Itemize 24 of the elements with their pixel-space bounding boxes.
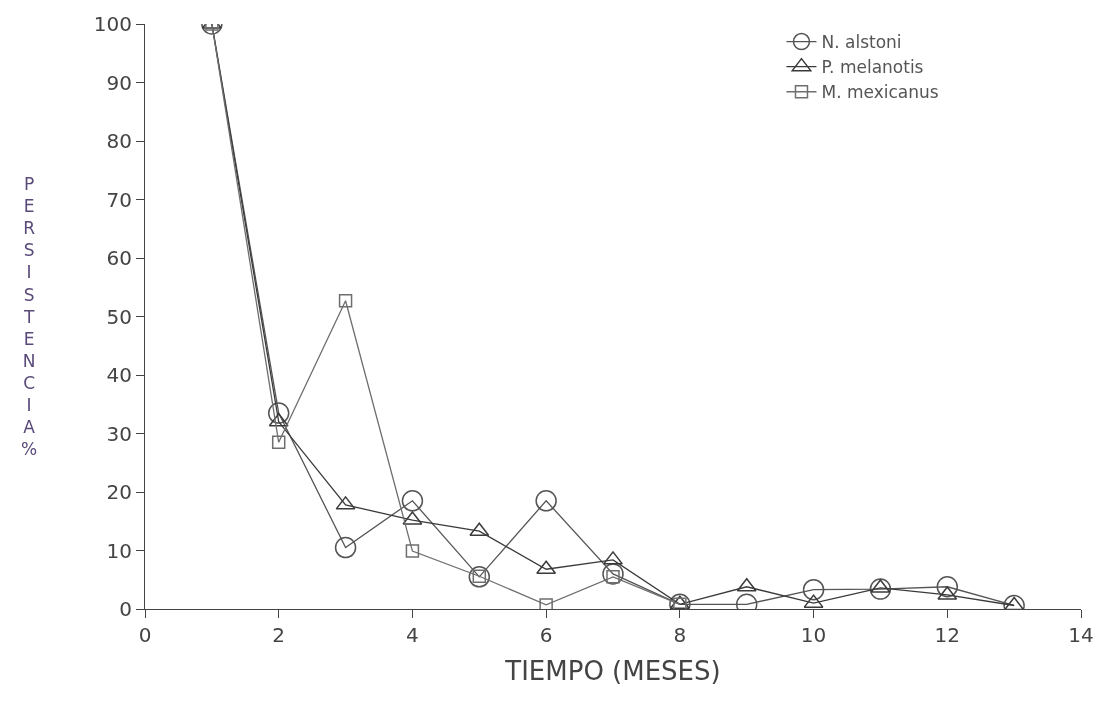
legend-label: P. melanotis <box>821 57 924 78</box>
x-tick-label: 6 <box>539 623 553 647</box>
y-tick-label: 90 <box>106 70 132 95</box>
x-tick-label: 12 <box>934 623 961 647</box>
x-tick-label: 10 <box>800 623 827 647</box>
x-tick-label: 0 <box>138 623 152 647</box>
y-tick-label: 100 <box>93 12 132 36</box>
y-tick-label: 30 <box>106 421 132 446</box>
text: PERSISTENCIA % <box>21 174 38 460</box>
x-tick-label: 4 <box>406 623 419 647</box>
y-tick-label: 10 <box>106 538 132 563</box>
y-tick-label: 60 <box>106 246 132 270</box>
x-axis-title: TIEMPO (MESES) <box>504 655 721 686</box>
legend-label: M. mexicanus <box>821 82 939 103</box>
y-tick-label: 40 <box>106 363 132 387</box>
y-tick-label: 70 <box>106 187 132 212</box>
y-tick-label: 50 <box>106 304 132 329</box>
y-tick-label: 20 <box>106 480 132 504</box>
y-tick-label: 80 <box>106 129 132 153</box>
x-tick-label: 14 <box>1068 623 1094 647</box>
y-tick-label: 0 <box>119 597 132 621</box>
x-tick-label: 2 <box>272 623 286 647</box>
legend-label: N. alstoni <box>821 32 902 53</box>
x-tick-label: 8 <box>673 623 687 647</box>
